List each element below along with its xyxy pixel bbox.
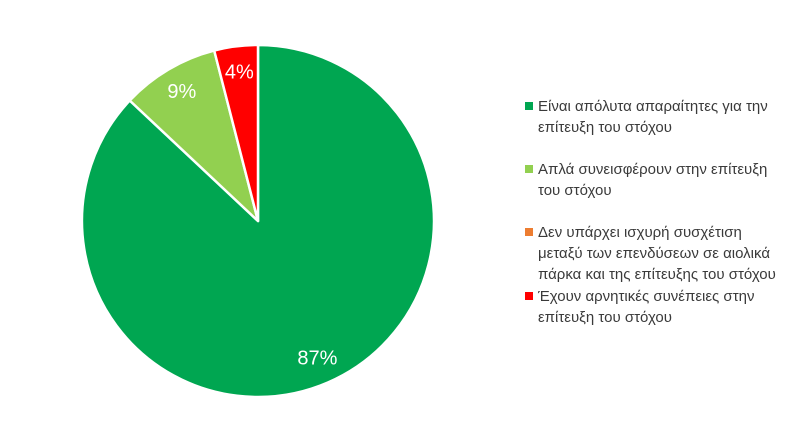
- legend-label-3: Δεν υπάρχει ισχυρή συσχέτιση μεταξύ των …: [538, 224, 776, 283]
- legend-label-2: Απλά συνεισφέρουν στην επίτευξη του στόχ…: [538, 161, 768, 199]
- legend-marker-square-3: [525, 228, 533, 236]
- legend-marker-square-4: [525, 292, 533, 300]
- pie-data-label-4: 4%: [225, 62, 254, 84]
- pie-slice-4: [212, 43, 260, 223]
- pie-slice-1: [80, 43, 436, 399]
- legend-label-1: Είναι απόλυτα απαραίτητες για την επίτευ…: [538, 98, 768, 136]
- legend-item-4: Έχουν αρνητικές συνέπειες στην επίτευξη …: [518, 286, 790, 328]
- pie-slice-2: [128, 49, 260, 223]
- pie-data-label-1: 87%: [297, 347, 337, 369]
- legend-item-2: Απλά συνεισφέρουν στην επίτευξη του στόχ…: [518, 159, 790, 201]
- legend-item-1: Είναι απόλυτα απαραίτητες για την επίτευ…: [518, 96, 790, 138]
- legend-marker-square-1: [525, 102, 533, 110]
- legend-marker-square-2: [525, 165, 533, 173]
- pie-data-label-2: 9%: [167, 81, 196, 103]
- legend-item-3: Δεν υπάρχει ισχυρή συσχέτιση μεταξύ των …: [518, 222, 790, 285]
- legend-label-4: Έχουν αρνητικές συνέπειες στην επίτευξη …: [538, 288, 755, 326]
- chart-legend: Είναι απόλυτα απαραίτητες για την επίτευ…: [518, 0, 794, 443]
